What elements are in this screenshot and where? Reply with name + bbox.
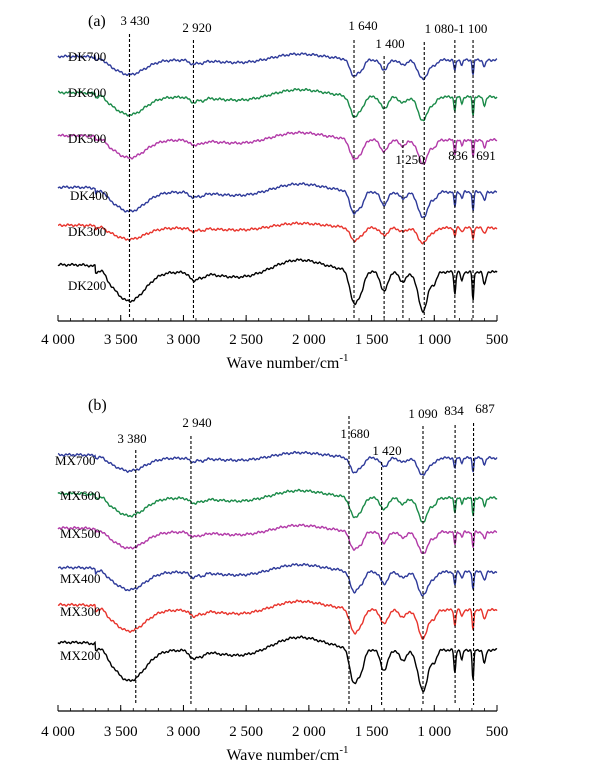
peak-label: 2 920 [182, 20, 211, 35]
series-label-dk200: DK200 [68, 278, 106, 293]
panel-a: 4 000 3 500 3 000 2 500 2 000 1 500 1 000 500 Wa… [41, 13, 508, 372]
x-tick-label: 2 000 [292, 332, 326, 348]
x-tick-label: 2 000 [292, 724, 326, 740]
x-tick-label: 2 500 [229, 724, 263, 740]
peak-label: 1 250 [395, 152, 424, 167]
series-line-mx400 [57, 562, 498, 597]
series-line-mx300 [57, 599, 498, 641]
panel-label: (a) [88, 13, 106, 30]
peak-label: 3 430 [120, 13, 149, 28]
series-line-dk500 [57, 130, 498, 165]
peak-label: 1 090 [408, 406, 437, 421]
x-tick-label: 4 000 [41, 332, 75, 348]
x-tick-label: 500 [486, 724, 509, 740]
series-line-mx200 [57, 635, 498, 693]
series-line-dk300 [58, 221, 498, 245]
peak-label: 836 [448, 148, 468, 163]
series-label-mx700: MX700 [55, 453, 95, 468]
peak-label: 687 [475, 401, 495, 416]
series-label-dk300: DK300 [68, 224, 106, 239]
series-label-mx500: MX500 [60, 526, 100, 541]
x-tick-label: 1 500 [355, 724, 389, 740]
series-label-dk500: DK500 [68, 131, 106, 146]
series-label-dk600: DK600 [68, 85, 106, 100]
peak-label: 1 680 [340, 426, 369, 441]
peak-label: 1 080-1 100 [425, 21, 488, 36]
series-label-mx600: MX600 [60, 488, 100, 503]
series-line-dk700 [57, 52, 498, 81]
series-label-dk700: DK700 [68, 49, 106, 64]
x-tick-label: 3 000 [167, 332, 201, 348]
x-axis-label-unit: -1 [339, 744, 348, 756]
series-line-mx500 [57, 523, 498, 554]
peak-label: 834 [444, 403, 464, 418]
x-tick-label: 3 500 [104, 332, 138, 348]
x-tick-label: 1 500 [355, 332, 389, 348]
x-tick-label: 3 000 [167, 724, 201, 740]
peak-label: 3 380 [117, 431, 146, 446]
series-line-dk400 [57, 182, 498, 219]
peak-label: 1 640 [348, 18, 377, 33]
x-axis-label: Wave number/cm-1 [226, 744, 348, 764]
x-tick-label: 1 000 [417, 332, 451, 348]
x-tick-label: 3 500 [104, 724, 138, 740]
x-tick-label: 2 500 [229, 332, 263, 348]
series-label-mx400: MX400 [60, 571, 100, 586]
series-line-mx700 [57, 450, 498, 476]
x-tick-label: 4 000 [41, 724, 75, 740]
peak-label: 691 [476, 148, 496, 163]
x-axis-label: Wave number/cm-1 [226, 352, 348, 372]
x-axis-label-unit: -1 [339, 352, 348, 364]
series-line-mx600 [57, 488, 498, 523]
peak-label: 2 940 [182, 415, 211, 430]
peak-label: 1 420 [372, 443, 401, 458]
x-tick-label: 1 000 [417, 724, 451, 740]
x-tick-label: 500 [486, 332, 509, 348]
series-line-dk600 [57, 87, 498, 122]
panel-label: (b) [88, 397, 107, 414]
series-label-mx200: MX200 [60, 648, 100, 663]
series-label-mx300: MX300 [60, 604, 100, 619]
series-line-dk200 [57, 258, 498, 314]
series-label-dk400: DK400 [70, 188, 108, 203]
panel-b: 4 000 3 500 3 000 2 500 2 000 1 500 1 000 500 Wa… [41, 397, 508, 764]
peak-label: 1 400 [375, 36, 404, 51]
